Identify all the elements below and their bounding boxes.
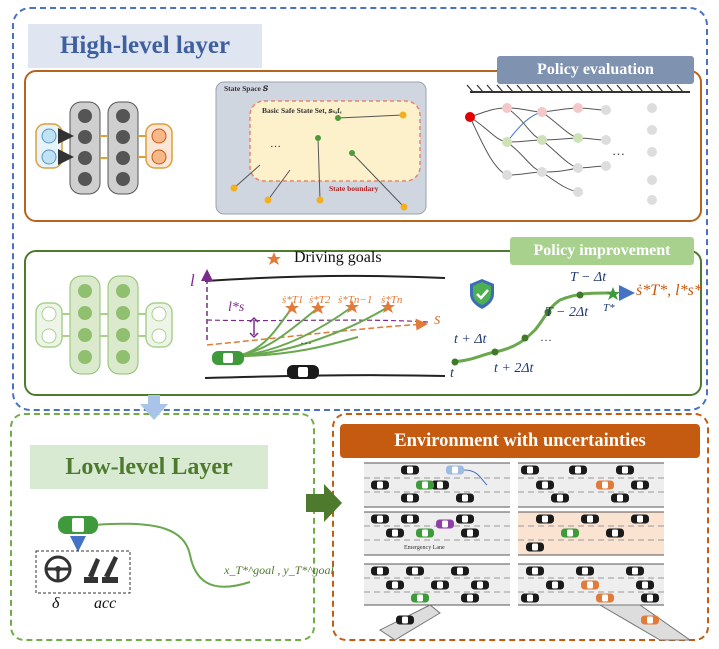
goal-label-1: ṡ*T1 [282, 294, 304, 306]
steering-wheel-icon [44, 555, 72, 583]
goals-ellipsis: … [300, 333, 312, 347]
low-level-goal-label: x_T*^goal , y_T*^goal [224, 563, 334, 577]
shield-check-icon [470, 279, 494, 309]
time-label-t-plus-2dt: t + 2Δt [494, 361, 534, 376]
goal-label-3: ṡ*Tn−1 [338, 294, 373, 306]
trajectory-ellipsis: … [540, 330, 552, 344]
actor-network-icon [35, 275, 173, 375]
driving-goals-label: Driving goals [294, 249, 382, 266]
state-boundary-label: State boundary [329, 184, 379, 193]
policy-evaluation-box [24, 70, 702, 222]
emergency-lane-label: Emergency Lane [404, 545, 445, 551]
ls-star-label: l*s [228, 300, 245, 315]
basic-safe-set-label: Basic Safe State Set, 𝑠ₛₐfₑ [262, 106, 342, 115]
policy-improvement-box [24, 250, 702, 396]
result-label: ṡ*T*, l*s* [636, 282, 702, 299]
low-level-vehicle [35, 516, 251, 594]
goal-label-4: ṡ*Tn [381, 294, 403, 306]
goal-label-2: ṡ*T2 [309, 294, 331, 306]
time-label-T-star: T* [603, 302, 615, 314]
environment-scenarios [364, 462, 692, 641]
acc-symbol: acc [94, 595, 117, 612]
high-level-title: High-level layer [28, 24, 262, 68]
low-level-title: Low-level Layer [30, 445, 268, 489]
axis-l-label: l [190, 271, 195, 290]
trajectory-plot [451, 279, 635, 366]
tree-ellipsis: … [612, 143, 625, 158]
low-level-box [10, 413, 315, 641]
time-label-T-minus-2dt: T − 2Δt [545, 305, 589, 320]
driving-goals-road [201, 252, 446, 379]
axis-s-label: s [434, 309, 441, 328]
high-level-frame [12, 7, 708, 411]
state-space-diagram [215, 81, 427, 215]
state-space-label: State Space 𝑺 [224, 84, 268, 93]
steer-symbol: δ [52, 595, 60, 612]
policy-improvement-title: Policy improvement [510, 237, 694, 265]
pedals-icon [84, 556, 118, 583]
down-arrow-icon [140, 395, 168, 420]
time-label-t-plus-dt: t + Δt [454, 332, 487, 347]
environment-box [332, 413, 709, 641]
right-arrow-icon [306, 484, 342, 522]
time-label-T-minus-dt: T − Δt [570, 270, 607, 285]
critic-network-icon [35, 101, 173, 195]
environment-title: Environment with uncertainties [340, 424, 700, 458]
state-space-ellipsis: … [270, 138, 281, 150]
policy-evaluation-title: Policy evaluation [497, 56, 694, 84]
time-label-t: t [450, 366, 454, 381]
evaluation-tree [465, 84, 690, 205]
